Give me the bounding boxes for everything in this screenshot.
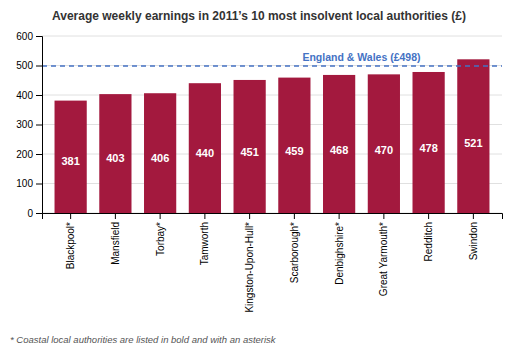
y-tick-label: 600 <box>16 31 33 42</box>
y-tick: 500 <box>16 60 42 71</box>
bar <box>99 94 131 213</box>
x-tick-mark <box>249 213 250 219</box>
bar <box>189 83 221 213</box>
x-tick-label: Scarborough* <box>289 222 300 283</box>
y-tick-mark <box>36 213 42 214</box>
x-tick-mark <box>339 213 340 219</box>
y-tick-label: 400 <box>16 90 33 101</box>
plot: 0 100 200 300 400 500 600 Blackpool* Mansfield To… <box>16 31 502 313</box>
x-tick: Great Yarmouth* <box>378 213 389 296</box>
y-tick-label: 0 <box>27 208 33 219</box>
footnote: * Coastal local authorities are listed i… <box>10 334 277 345</box>
reference-line <box>42 65 502 67</box>
bar <box>144 93 176 213</box>
chart: Average weekly earnings in 2011’s 10 mos… <box>0 0 518 351</box>
x-tick-label: Great Yarmouth* <box>378 222 389 296</box>
y-tick-mark <box>36 36 42 37</box>
x-tick-mark <box>115 213 116 219</box>
bar <box>234 80 266 213</box>
x-tick-label: Tamworth <box>199 222 210 265</box>
y-tick-label: 500 <box>16 60 33 71</box>
y-tick: 400 <box>16 90 42 101</box>
x-tick: Blackpool* <box>65 213 76 269</box>
bar <box>323 75 355 213</box>
y-axis: 0 100 200 300 400 500 600 <box>16 31 42 219</box>
x-tick-mark <box>70 213 71 219</box>
title: Average weekly earnings in 2011’s 10 mos… <box>52 9 466 23</box>
marks <box>42 59 502 213</box>
x-tick-mark <box>160 213 161 219</box>
bar <box>457 59 489 213</box>
y-tick-label: 300 <box>16 119 33 130</box>
bar <box>55 101 87 213</box>
y-tick-mark <box>36 95 42 96</box>
x-tick-label: Swindon <box>468 222 479 260</box>
x-tick-mark <box>428 213 429 219</box>
bar <box>413 72 445 213</box>
y-tick-label: 200 <box>16 149 33 160</box>
y-axis-line <box>36 37 43 214</box>
x-tick: Scarborough* <box>289 213 300 283</box>
x-tick-mark <box>204 213 205 219</box>
y-tick-mark <box>36 184 42 185</box>
x-tick-mark <box>294 213 295 219</box>
grid <box>42 36 502 213</box>
data-label: 459 <box>285 145 303 157</box>
y-tick: 200 <box>16 149 42 160</box>
x-tick-mark <box>473 213 474 219</box>
data-label: 478 <box>419 142 437 154</box>
data-label: 521 <box>464 137 482 149</box>
y-tick-mark <box>36 125 42 126</box>
y-tick-mark <box>36 66 42 67</box>
x-tick: Denbighshire* <box>334 213 345 285</box>
x-tick: Redditch <box>423 213 434 261</box>
x-tick: Torbay* <box>155 213 166 256</box>
data-label: 440 <box>196 147 214 159</box>
data-labels: 381 403 406 440 451 459 468 470 478 521 <box>61 137 482 168</box>
y-tick-mark <box>36 154 42 155</box>
x-tick: Swindon <box>468 213 479 260</box>
x-tick: Kingston-Upon-Hull* <box>244 213 255 313</box>
grid-line <box>42 65 502 66</box>
data-label: 451 <box>240 146 258 158</box>
data-label: 406 <box>151 152 169 164</box>
x-tick: Tamworth <box>199 213 210 265</box>
data-label: 381 <box>61 155 79 167</box>
data-label: 468 <box>330 144 348 156</box>
data-label: 470 <box>375 144 393 156</box>
bar <box>278 78 310 213</box>
x-tick-label: Denbighshire* <box>334 222 345 285</box>
bar <box>368 74 400 213</box>
y-tick: 0 <box>27 208 42 219</box>
grid-line <box>42 36 502 37</box>
x-axis: Blackpool* Mansfield Torbay* Tamworth Kingst… <box>43 213 503 313</box>
y-tick-label: 100 <box>16 178 33 189</box>
y-tick: 100 <box>16 178 42 189</box>
y-tick: 600 <box>16 31 42 42</box>
x-axis-line <box>43 214 503 220</box>
x-tick-label: Blackpool* <box>65 222 76 269</box>
data-label: 403 <box>106 152 124 164</box>
x-tick: Mansfield <box>110 213 121 265</box>
x-tick-label: Kingston-Upon-Hull* <box>244 222 255 313</box>
reference-label: England & Wales (£498) <box>302 51 420 63</box>
x-tick-mark <box>383 213 384 219</box>
y-tick: 300 <box>16 119 42 130</box>
x-tick-label: Torbay* <box>155 222 166 256</box>
x-tick-label: Redditch <box>423 222 434 261</box>
x-tick-label: Mansfield <box>110 222 121 265</box>
